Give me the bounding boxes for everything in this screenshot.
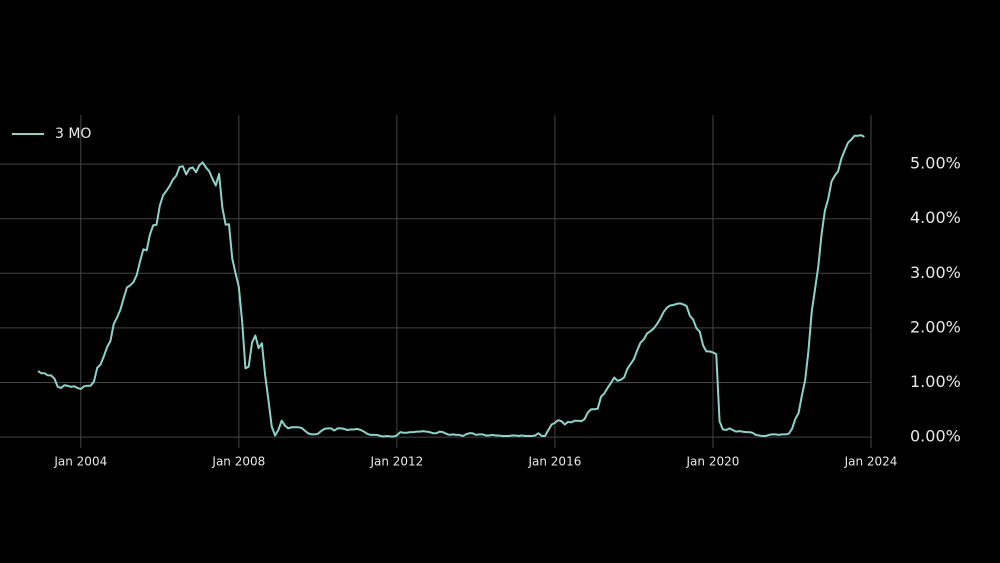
x-tick-label: Jan 2004 [53,455,107,469]
x-tick-label: Jan 2020 [686,455,740,469]
y-tick-label: 2.00% [910,317,961,336]
x-tick-label: Jan 2012 [369,455,423,469]
legend-label: 3 MO [55,126,91,142]
data-line [37,134,865,438]
x-tick-label: Jan 2024 [844,455,898,469]
y-tick-label: 5.00% [910,154,961,173]
y-tick-label: 0.00% [910,427,961,446]
y-tick-label: 4.00% [910,208,961,227]
y-tick-label: 3.00% [910,263,961,282]
y-tick-label: 1.00% [910,372,961,391]
x-tick-label: Jan 2008 [211,455,265,469]
x-tick-label: Jan 2016 [527,455,581,469]
